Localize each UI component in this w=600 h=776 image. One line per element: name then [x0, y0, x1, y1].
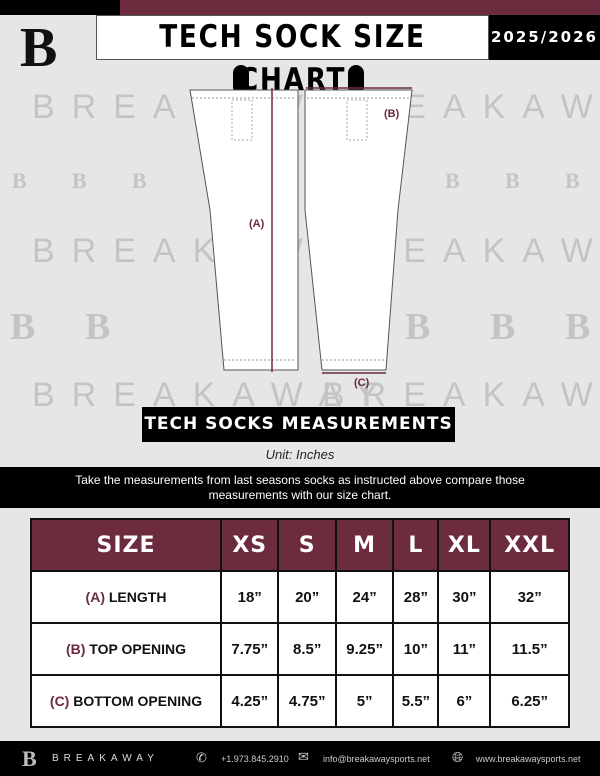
watermark-logo: B — [72, 168, 87, 193]
watermark-logo: B — [132, 168, 147, 193]
watermark-logo: B — [12, 168, 27, 193]
header-xl: XL — [437, 518, 492, 572]
instructions-band: Take the measurements from last seasons … — [0, 467, 600, 508]
header-s: S — [277, 518, 337, 572]
top-bar-black — [0, 0, 120, 15]
watermark-logo: B — [565, 306, 591, 348]
season-text: 2025/2026 — [491, 28, 598, 46]
sock-tab-left — [233, 65, 249, 95]
cell: 30” — [437, 570, 492, 624]
cell: 11” — [437, 622, 492, 676]
label-c: (C) — [354, 377, 370, 389]
watermark-logo: B — [10, 306, 36, 348]
cell: 6” — [437, 674, 492, 728]
header-xs: XS — [219, 518, 280, 572]
logo: B — [20, 17, 58, 79]
header-m: M — [334, 518, 395, 572]
page-title: TECH SOCK SIZE CHART — [159, 19, 426, 98]
cell: 4.75” — [277, 674, 337, 728]
cell: 4.25” — [219, 674, 280, 728]
cell: 10” — [392, 622, 440, 676]
cell: 28” — [392, 570, 440, 624]
top-bar-maroon — [120, 0, 600, 15]
table-row: (B) TOP OPENING 7.75” 8.5” 9.25” 10” 11”… — [30, 622, 570, 676]
footer-website[interactable]: www.breakawaysports.net — [476, 754, 581, 764]
size-chart-table: SIZE XS S M L XL XXL (A) LENGTH 18” 20” … — [30, 518, 570, 728]
table-row: (C) BOTTOM OPENING 4.25” 4.75” 5” 5.5” 6… — [30, 674, 570, 728]
footer-email[interactable]: info@breakawaysports.net — [323, 754, 430, 764]
cell: 11.5” — [489, 622, 570, 676]
cell: 24” — [334, 570, 395, 624]
instructions-text: Take the measurements from last seasons … — [75, 473, 525, 502]
header-size: SIZE — [30, 518, 222, 572]
phone-icon: ✆ — [196, 750, 207, 765]
cell: 8.5” — [277, 622, 337, 676]
table-row: (A) LENGTH 18” 20” 24” 28” 30” 32” — [30, 570, 570, 624]
cell: 5” — [334, 674, 395, 728]
unit-label: Unit: Inches — [265, 447, 335, 462]
row-label: (C) BOTTOM OPENING — [30, 674, 222, 728]
cell: 7.75” — [219, 622, 280, 676]
watermark-logo: B — [405, 306, 431, 348]
email-icon: ✉ — [298, 749, 309, 764]
header-xxl: XXL — [489, 518, 570, 572]
table-header-row: SIZE XS S M L XL XXL — [30, 518, 570, 572]
globe-icon: 🌐︎ — [452, 749, 464, 765]
row-label: (B) TOP OPENING — [30, 622, 222, 676]
section-banner: TECH SOCKS MEASUREMENTS — [142, 407, 455, 442]
cell: 5.5” — [392, 674, 440, 728]
label-a: (A) — [249, 218, 265, 230]
footer-phone[interactable]: +1.973.845.2910 — [221, 754, 289, 764]
season-badge: 2025/2026 — [489, 15, 600, 60]
cell: 6.25” — [489, 674, 570, 728]
sock-left — [189, 89, 299, 371]
footer: B BREAKAWAY ✆ +1.973.845.2910 ✉ info@bre… — [0, 741, 600, 776]
row-label: (A) LENGTH — [30, 570, 222, 624]
title-box: TECH SOCK SIZE CHART — [96, 15, 489, 98]
watermark-logo: B — [85, 306, 111, 348]
footer-brand: BREAKAWAY — [52, 753, 159, 764]
sock-diagram — [189, 65, 413, 374]
cell: 9.25” — [334, 622, 395, 676]
watermark-logo: B — [565, 168, 580, 193]
cell: 32” — [489, 570, 570, 624]
watermark-logo: B — [445, 168, 460, 193]
label-b: (B) — [384, 108, 400, 120]
sock-right — [304, 89, 413, 371]
cell: 18” — [219, 570, 280, 624]
header-l: L — [392, 518, 440, 572]
footer-logo: B — [22, 746, 37, 771]
watermark-logo: B — [490, 306, 516, 348]
watermark-logo: B — [505, 168, 520, 193]
cell: 20” — [277, 570, 337, 624]
section-title: TECH SOCKS MEASUREMENTS — [144, 414, 453, 434]
